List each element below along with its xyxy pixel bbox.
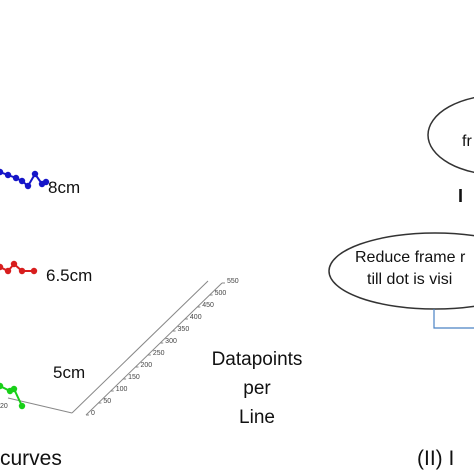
depth-axis-tick-label: 450 bbox=[202, 302, 214, 309]
depth-axis-tick-label: 350 bbox=[177, 326, 190, 333]
curve-point bbox=[0, 382, 4, 390]
depth-axis-tick-label: 550 bbox=[227, 278, 239, 285]
curve-point bbox=[24, 182, 32, 190]
curve-8cm-points bbox=[0, 168, 50, 190]
curve-point bbox=[18, 402, 26, 410]
flow-top-node bbox=[427, 96, 474, 174]
flow-connector-lower bbox=[433, 309, 474, 329]
depth-axis-tick-label: 400 bbox=[189, 314, 202, 321]
depth-axis-tick-label: 300 bbox=[165, 338, 177, 345]
curve-label-6-5cm: 6.5cm bbox=[46, 266, 93, 285]
depth-axis-tick-label: 150 bbox=[128, 374, 140, 381]
curve-point bbox=[4, 267, 12, 275]
caption-left: curves bbox=[0, 447, 62, 470]
curve-point bbox=[42, 178, 50, 186]
depth-axis-tick-label: 50 bbox=[103, 398, 112, 405]
axis-title-line-1: Datapoints bbox=[211, 349, 303, 370]
curve-6-5cm-points bbox=[0, 260, 38, 275]
caption-right: (II) I bbox=[417, 447, 455, 470]
depth-axis-tick-label: 200 bbox=[140, 362, 153, 369]
depth-axis-tick-label: 500 bbox=[214, 290, 227, 297]
curve-point bbox=[18, 177, 26, 185]
depth-axis-tick-label: 250 bbox=[152, 350, 165, 357]
flow-mid-text: I bbox=[458, 186, 464, 206]
axis-title-line-3: Line bbox=[239, 407, 275, 428]
depth-axis-ticks bbox=[86, 282, 225, 416]
curve-point bbox=[10, 260, 18, 268]
depth-axis-back bbox=[85, 282, 223, 416]
curve-point bbox=[30, 267, 38, 275]
axis-title-line-2: per bbox=[243, 378, 271, 399]
curve-point bbox=[31, 170, 39, 178]
curve-point bbox=[0, 168, 4, 176]
axis-title: Datapoints per Line bbox=[209, 345, 305, 432]
depth-axis-tick-label: 0 bbox=[91, 410, 95, 417]
curve-point bbox=[4, 171, 12, 179]
base-axis bbox=[7, 397, 73, 414]
flow-process-line-2: till dot is visi bbox=[367, 271, 453, 288]
curve-label-5cm: 5cm bbox=[53, 363, 86, 382]
curve-point bbox=[12, 174, 20, 182]
depth-axis-tick-label: 100 bbox=[115, 386, 128, 393]
curve-label-8cm: 8cm bbox=[48, 178, 81, 197]
flow-process-line-1: Reduce frame r bbox=[355, 249, 466, 266]
depth-axis-front bbox=[71, 280, 209, 414]
flow-top-node-text: fr bbox=[462, 133, 472, 150]
curve-point bbox=[10, 385, 18, 393]
base-axis-tick-label: 20 bbox=[0, 403, 8, 410]
curve-point bbox=[18, 267, 26, 275]
curve-point bbox=[0, 263, 4, 271]
curve-5cm-points bbox=[0, 382, 26, 410]
flow-process-node bbox=[328, 232, 474, 310]
flow-process-node-text: Reduce frame r till dot is visi bbox=[355, 247, 465, 291]
